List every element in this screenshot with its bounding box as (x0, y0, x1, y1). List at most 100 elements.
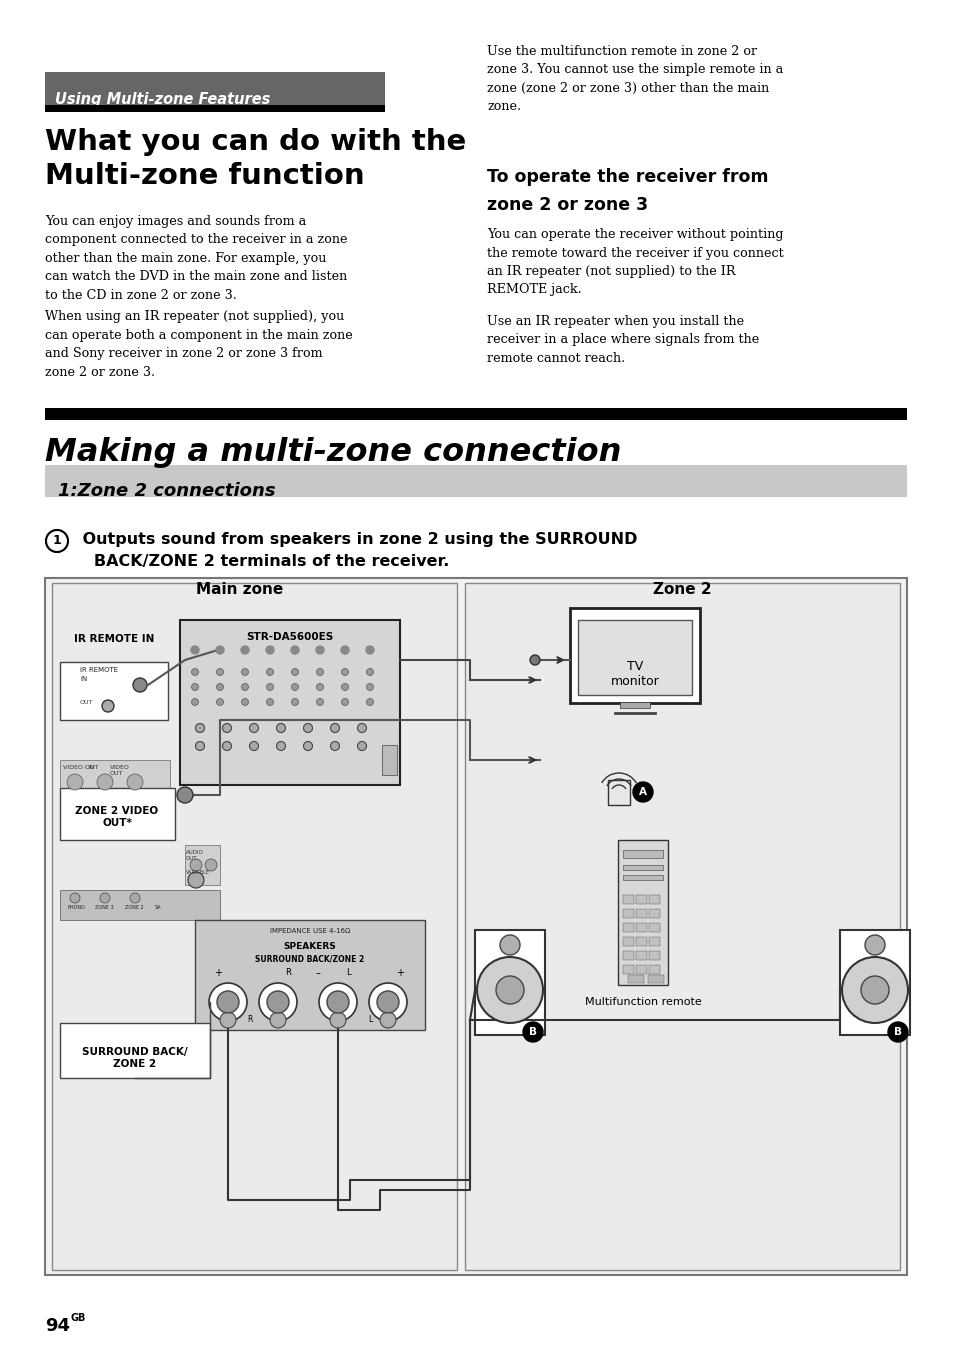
Circle shape (250, 723, 258, 733)
Text: To operate the receiver from: To operate the receiver from (486, 168, 768, 187)
Text: STR-DA5600ES: STR-DA5600ES (246, 631, 334, 642)
Text: OUT: OUT (80, 700, 93, 704)
Circle shape (379, 1013, 395, 1028)
Text: Using Multi-zone Features: Using Multi-zone Features (55, 92, 270, 107)
Text: You can operate the receiver without pointing
the remote toward the receiver if : You can operate the receiver without poi… (486, 228, 783, 296)
Circle shape (327, 991, 349, 1013)
Circle shape (250, 741, 258, 750)
Circle shape (266, 684, 274, 691)
Text: zone 2 or zone 3: zone 2 or zone 3 (486, 196, 647, 214)
Circle shape (130, 894, 140, 903)
Text: +: + (395, 968, 403, 977)
Text: R: R (285, 968, 291, 977)
Text: SA: SA (154, 904, 161, 910)
Circle shape (215, 646, 224, 654)
Text: GB: GB (71, 1313, 87, 1324)
Circle shape (861, 976, 888, 1005)
Bar (622, 895, 634, 904)
Bar (636, 895, 646, 904)
Bar (45, 579, 906, 1275)
Circle shape (97, 773, 112, 790)
Text: +: + (213, 968, 222, 977)
Bar (636, 965, 646, 973)
Circle shape (841, 957, 907, 1023)
Circle shape (303, 741, 313, 750)
Circle shape (292, 699, 298, 706)
Circle shape (102, 700, 113, 713)
Circle shape (192, 668, 198, 676)
Bar (618, 840, 667, 986)
Bar (840, 930, 909, 1036)
Circle shape (266, 699, 274, 706)
Text: VIDEO OUT: VIDEO OUT (63, 765, 98, 771)
Bar (636, 937, 646, 946)
FancyBboxPatch shape (60, 662, 168, 721)
Circle shape (132, 677, 147, 692)
Circle shape (67, 773, 83, 790)
Text: L: L (345, 968, 350, 977)
Circle shape (366, 668, 374, 676)
Circle shape (341, 699, 348, 706)
Circle shape (291, 646, 298, 654)
Text: Use the multifunction remote in zone 2 or
zone 3. You cannot use the simple remo: Use the multifunction remote in zone 2 o… (486, 45, 782, 114)
Bar (464, 583, 899, 1270)
Circle shape (366, 699, 374, 706)
Bar (636, 923, 646, 932)
Circle shape (216, 684, 223, 691)
Circle shape (330, 1013, 346, 1028)
Circle shape (292, 668, 298, 676)
Text: SPEAKERS: SPEAKERS (283, 942, 336, 950)
Text: Zone 2: Zone 2 (652, 581, 711, 598)
Text: Multi-zone function: Multi-zone function (45, 162, 364, 191)
Bar (381, 745, 396, 775)
Circle shape (216, 668, 223, 676)
Bar (622, 865, 662, 869)
Circle shape (70, 894, 80, 903)
Text: You can enjoy images and sounds from a
component connected to the receiver in a : You can enjoy images and sounds from a c… (45, 215, 347, 301)
Circle shape (340, 646, 349, 654)
Text: ZONE 3: ZONE 3 (95, 904, 113, 910)
Circle shape (357, 741, 366, 750)
Text: 1: 1 (52, 534, 61, 548)
Circle shape (216, 699, 223, 706)
Text: IN: IN (80, 676, 87, 681)
Text: IR REMOTE IN: IR REMOTE IN (73, 634, 154, 644)
Circle shape (318, 983, 356, 1021)
Circle shape (887, 1022, 907, 1042)
Circle shape (192, 684, 198, 691)
Text: SURROUND BACK/
ZONE 2: SURROUND BACK/ ZONE 2 (82, 1046, 188, 1068)
Text: B: B (529, 1028, 537, 1037)
Circle shape (499, 936, 519, 955)
Text: TV
monitor: TV monitor (610, 660, 659, 688)
Circle shape (522, 1022, 542, 1042)
Circle shape (864, 936, 884, 955)
Circle shape (376, 991, 398, 1013)
Circle shape (222, 723, 232, 733)
Text: 1:Zone 2 connections: 1:Zone 2 connections (58, 483, 275, 500)
Circle shape (195, 741, 204, 750)
Circle shape (195, 723, 204, 733)
Bar (45, 465, 906, 498)
Circle shape (241, 668, 248, 676)
Circle shape (366, 646, 374, 654)
Bar (60, 890, 220, 919)
Text: 94: 94 (45, 1317, 70, 1334)
Bar (185, 845, 220, 886)
Text: –: – (315, 968, 320, 977)
Circle shape (241, 646, 249, 654)
Bar (636, 909, 646, 918)
Circle shape (192, 699, 198, 706)
Bar (648, 909, 659, 918)
Text: IN: IN (88, 765, 94, 771)
Bar (180, 621, 399, 786)
FancyBboxPatch shape (60, 1023, 210, 1078)
Circle shape (46, 530, 68, 552)
Circle shape (266, 646, 274, 654)
Circle shape (357, 723, 366, 733)
Circle shape (177, 787, 193, 803)
Bar (622, 850, 662, 859)
Bar (636, 950, 646, 960)
Text: ZONE 2 VIDEO
OUT*: ZONE 2 VIDEO OUT* (75, 806, 158, 827)
Bar (622, 875, 662, 880)
Circle shape (270, 1013, 286, 1028)
